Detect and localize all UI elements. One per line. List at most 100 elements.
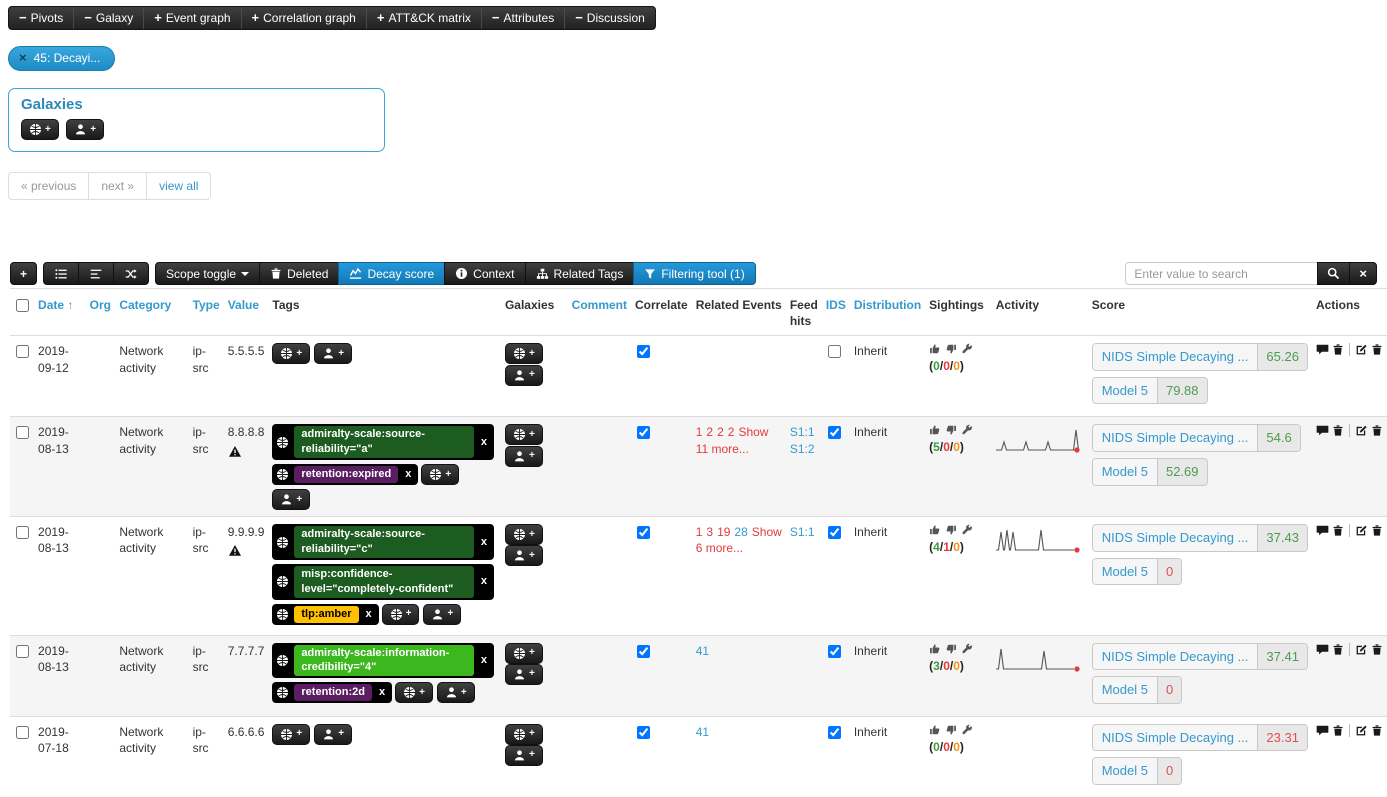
- remove-tag-icon[interactable]: x: [480, 575, 487, 588]
- remove-tag-icon[interactable]: x: [405, 468, 412, 481]
- remove-tag-icon[interactable]: x: [480, 435, 487, 448]
- ids-checkbox[interactable]: [827, 644, 841, 658]
- tag-pill[interactable]: admiralty-scale:information-credibility=…: [272, 642, 494, 679]
- wrench-icon[interactable]: [961, 424, 973, 436]
- tab-correlation-graph[interactable]: + Correlation graph: [242, 7, 367, 29]
- trash-icon[interactable]: [1332, 343, 1344, 356]
- related-tags-button[interactable]: Related Tags: [524, 262, 635, 285]
- add-galaxy-button[interactable]: +: [504, 642, 543, 664]
- add-galaxy-button[interactable]: +: [504, 424, 543, 446]
- ids-checkbox[interactable]: [827, 526, 841, 540]
- column-header-comment[interactable]: Comment: [571, 298, 627, 312]
- shuffle-view-button[interactable]: [113, 262, 150, 285]
- delete-icon[interactable]: [1371, 643, 1383, 656]
- edit-icon[interactable]: [1355, 643, 1368, 656]
- tab-event-graph[interactable]: + Event graph: [144, 7, 242, 29]
- comment-icon[interactable]: [1316, 724, 1329, 737]
- tab-att-ck-matrix[interactable]: + ATT&CK matrix: [367, 7, 482, 29]
- add-galaxy-button[interactable]: +: [395, 682, 433, 704]
- decay-model-link[interactable]: NIDS Simple Decaying ...: [1092, 724, 1258, 751]
- context-button[interactable]: Context: [444, 262, 526, 285]
- ids-checkbox[interactable]: [827, 345, 841, 359]
- show-more-link[interactable]: Show 11 more...: [695, 425, 769, 456]
- related-event-link[interactable]: 19: [717, 525, 731, 540]
- trash-icon[interactable]: [1332, 643, 1344, 656]
- add-local-galaxy-button[interactable]: +: [436, 682, 475, 704]
- decay-score-button[interactable]: Decay score: [338, 262, 446, 285]
- related-event-link[interactable]: 41: [695, 724, 710, 739]
- thumbs-down-icon[interactable]: [945, 643, 957, 655]
- add-attribute-button[interactable]: +: [10, 262, 38, 285]
- comment-icon[interactable]: [1316, 343, 1329, 356]
- wrench-icon[interactable]: [961, 643, 973, 655]
- add-galaxy-button[interactable]: +: [504, 524, 543, 546]
- related-event-link[interactable]: 1: [695, 525, 703, 540]
- deleted-button[interactable]: Deleted: [259, 262, 340, 285]
- feed-hit-link[interactable]: S1:1: [789, 525, 815, 540]
- wrench-icon[interactable]: [961, 724, 973, 736]
- thumbs-down-icon[interactable]: [945, 424, 957, 436]
- edit-icon[interactable]: [1355, 524, 1368, 537]
- scope-toggle-button[interactable]: Scope toggle: [155, 262, 261, 285]
- add-local-galaxy-button[interactable]: +: [504, 744, 543, 766]
- add-local-galaxy-button[interactable]: +: [504, 445, 543, 467]
- related-event-link[interactable]: 2: [717, 425, 724, 440]
- decay-model-link[interactable]: Model 5: [1092, 758, 1157, 784]
- add-galaxy-button[interactable]: +: [381, 603, 420, 625]
- related-event-link[interactable]: 28: [734, 525, 748, 540]
- delete-icon[interactable]: [1371, 424, 1383, 437]
- tag-pill[interactable]: admiralty-scale:source-reliability="a" x: [272, 424, 494, 461]
- thumbs-up-icon[interactable]: [929, 643, 941, 655]
- related-event-link[interactable]: 1: [695, 425, 703, 440]
- row-select-checkbox[interactable]: [16, 345, 29, 359]
- clear-search-button[interactable]: ×: [1349, 262, 1377, 285]
- add-galaxy-button[interactable]: +: [272, 343, 311, 365]
- delete-icon[interactable]: [1371, 343, 1383, 356]
- decay-model-link[interactable]: NIDS Simple Decaying ...: [1092, 643, 1258, 670]
- comment-icon[interactable]: [1316, 524, 1329, 537]
- proposal-view-button[interactable]: [78, 262, 115, 285]
- decay-model-link[interactable]: NIDS Simple Decaying ...: [1092, 525, 1258, 551]
- decay-model-link[interactable]: NIDS Simple Decaying ...: [1092, 344, 1258, 370]
- column-header-category[interactable]: Category: [119, 298, 172, 312]
- add-local-galaxy-button[interactable]: +: [423, 603, 462, 625]
- thumbs-up-icon[interactable]: [929, 724, 941, 736]
- show-more-link[interactable]: Show 6 more...: [695, 525, 782, 556]
- add-local-galaxy-button[interactable]: +: [504, 364, 543, 386]
- row-select-checkbox[interactable]: [16, 426, 29, 440]
- feed-hit-link[interactable]: S1:1: [789, 425, 815, 440]
- tag-pill[interactable]: admiralty-scale:source-reliability="c" x: [272, 524, 494, 560]
- decay-model-link[interactable]: Model 5: [1092, 558, 1157, 585]
- edit-icon[interactable]: [1355, 424, 1368, 437]
- add-local-galaxy-button[interactable]: +: [314, 723, 353, 745]
- add-galaxy-button[interactable]: +: [21, 119, 59, 140]
- feed-hit-link[interactable]: S1:2: [789, 441, 815, 456]
- correlate-checkbox[interactable]: [637, 345, 650, 359]
- related-event-link[interactable]: 2: [727, 425, 735, 440]
- column-header-ids[interactable]: IDS: [825, 298, 846, 312]
- add-galaxy-button[interactable]: +: [272, 723, 311, 745]
- view-all-button[interactable]: view all: [146, 172, 212, 200]
- tab-discussion[interactable]: − Discussion: [565, 7, 655, 29]
- tag-pill[interactable]: tlp:amber x: [272, 603, 379, 625]
- previous-page-button[interactable]: « previous: [8, 172, 90, 200]
- related-event-link[interactable]: 3: [706, 525, 714, 540]
- correlate-checkbox[interactable]: [637, 725, 650, 739]
- thumbs-down-icon[interactable]: [945, 343, 957, 355]
- delete-icon[interactable]: [1371, 524, 1383, 537]
- column-header-value[interactable]: Value: [227, 298, 260, 312]
- tab-attributes[interactable]: − Attributes: [482, 7, 566, 29]
- edit-icon[interactable]: [1355, 343, 1368, 356]
- row-select-checkbox[interactable]: [16, 725, 29, 739]
- decay-model-link[interactable]: Model 5: [1092, 459, 1157, 485]
- select-all-checkbox[interactable]: [16, 299, 29, 312]
- tab-galaxy[interactable]: − Galaxy: [74, 7, 145, 29]
- search-input[interactable]: [1125, 262, 1319, 285]
- decay-filter-pill[interactable]: × 45: Decayi...: [8, 46, 116, 71]
- thumbs-up-icon[interactable]: [929, 343, 941, 355]
- ids-checkbox[interactable]: [827, 426, 841, 440]
- tag-pill[interactable]: misp:confidence-level="completely-confid…: [272, 563, 494, 600]
- add-local-galaxy-button[interactable]: +: [272, 489, 311, 511]
- correlate-checkbox[interactable]: [637, 426, 650, 440]
- next-page-button[interactable]: next »: [88, 172, 148, 200]
